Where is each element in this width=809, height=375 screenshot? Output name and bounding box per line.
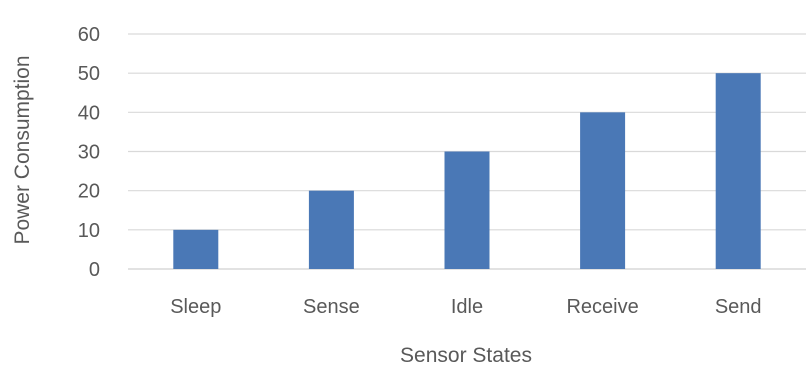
- x-tick-label-receive: Receive: [566, 296, 638, 318]
- y-tick-label-20: 20: [78, 181, 100, 203]
- y-axis-title: Power Consumption: [11, 55, 34, 244]
- x-tick-label-sense: Sense: [303, 296, 360, 318]
- y-tick-label-60: 60: [78, 24, 100, 46]
- bar-sense: [308, 190, 354, 269]
- bars: [173, 73, 761, 270]
- bar-sleep: [173, 229, 219, 269]
- bar-send: [715, 73, 761, 270]
- x-tick-labels: Sleep Sense Idle Receive Send: [170, 296, 761, 318]
- y-tick-labels: 0 10 20 30 40 50 60: [78, 24, 100, 281]
- y-tick-label-0: 0: [89, 259, 100, 281]
- y-tick-label-40: 40: [78, 102, 100, 124]
- x-tick-label-sleep: Sleep: [170, 296, 221, 318]
- y-tick-label-30: 30: [78, 142, 100, 164]
- bar-receive: [580, 112, 626, 269]
- y-tick-label-10: 10: [78, 220, 100, 242]
- x-tick-label-idle: Idle: [451, 296, 483, 318]
- x-tick-label-send: Send: [715, 296, 762, 318]
- y-tick-label-50: 50: [78, 63, 100, 85]
- bar-idle: [444, 151, 490, 269]
- x-axis-title: Sensor States: [400, 344, 532, 367]
